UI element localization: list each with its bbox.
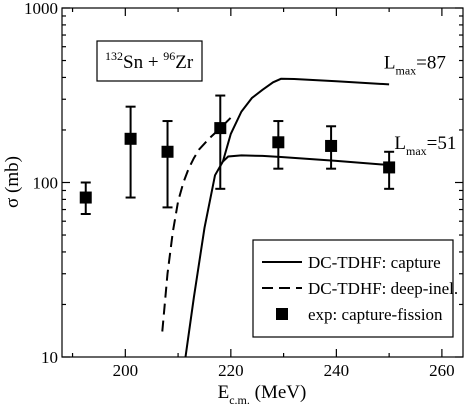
x-axis-title-unit: (MeV) [250,382,306,403]
points-layer [79,94,396,215]
reaction-mass-2: 96 [163,49,175,63]
x-tick-label: 220 [218,361,244,380]
data-point [325,139,338,152]
annotation-rest: =51 [427,133,457,154]
x-axis-title-sub: c.m. [229,393,250,404]
data-point [272,136,285,149]
y-tick-label: 10 [41,348,58,367]
annotation-main: L [394,133,406,154]
data-point [214,122,227,135]
x-axis-title: Ec.m. (MeV) [218,382,307,404]
data-point [124,132,137,145]
annotation-sub: max [406,144,427,158]
series-line-1 [221,77,390,162]
reaction-label-box [96,40,203,82]
reaction-label: 132Sn + 96Zr [105,49,194,73]
annotation-lmax-87: Lmax=87 [384,53,446,78]
x-tick-label: 260 [429,361,455,380]
reaction-plus: + [143,52,163,73]
legend-label-deep-inel: DC-TDHF: deep-inel. [308,279,458,298]
x-tick-label: 200 [113,361,139,380]
x-tick-label: 240 [324,361,350,380]
annotation-main: L [384,53,396,74]
reaction-element-2: Zr [175,52,194,73]
curves-layer [161,77,390,358]
x-axis-title-main: E [218,382,230,403]
legend-label-exp: exp: capture-fission [308,305,443,324]
series-line-2 [161,116,232,332]
y-tick-label: 100 [33,174,59,193]
legend-label-capture: DC-TDHF: capture [308,253,441,272]
y-tick-label: 1000 [24,0,58,18]
annotation-sub: max [396,64,417,78]
series-line-0 [184,154,390,358]
ticks-layer: 200 220 240 260 10 100 1000 [24,0,463,380]
data-point [161,145,174,158]
data-point [79,191,92,204]
y-axis-title: σ (mb) [2,156,23,208]
data-point [383,161,396,174]
annotation-rest: =87 [416,53,446,74]
reaction-mass-1: 132 [105,49,123,63]
annotation-lmax-51: Lmax=51 [394,133,456,158]
annotations-layer: Lmax=87 Lmax=51 [384,53,457,158]
legend: DC-TDHF: capture DC-TDHF: deep-inel. exp… [252,239,458,338]
reaction-element-1: Sn [123,52,144,73]
legend-swatch-exp [276,308,288,320]
